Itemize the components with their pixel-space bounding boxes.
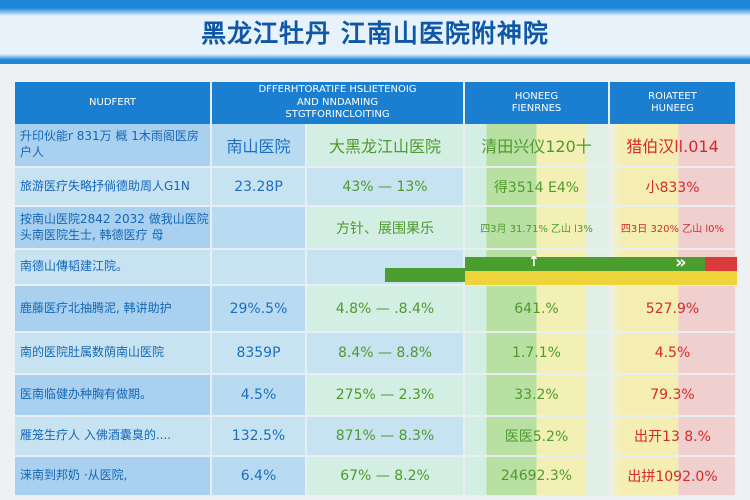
table-row: 南德山傳韬建江院。 ↑ » (15, 250, 737, 286)
cell-c2: 大黑龙江山医院 (307, 124, 465, 166)
cell-c2: 8.4% — 8.8% (307, 333, 465, 373)
progress-bar (465, 257, 737, 271)
progress-bar (705, 257, 737, 271)
header-col-1: NUDFERT (15, 82, 212, 124)
cell-c3: 641.% (465, 286, 610, 331)
cell-c2: 4.8% — .8.4% (307, 286, 465, 331)
cell-c1: 132.5% (212, 417, 307, 455)
table-row: 雁笼生疗人 入佛酒囊臭的.... 132.5% 871% — 8.3% 医医5.2% 出… (15, 417, 737, 457)
cell-c3: 医医5.2% (465, 417, 610, 455)
cell-c1: 29%.5% (212, 286, 307, 331)
cell-c4: 527.9% (610, 286, 737, 331)
cell-c3: 四3月 31.71% 乙山 l3% (465, 207, 610, 248)
cell-c1 (212, 207, 307, 248)
cell-c2: 275% — 2.3% (307, 375, 465, 415)
table-row: 涞南到邦奶 ·从医院, 6.4% 67% — 8.2% 24692.3% 出拼1092.… (15, 457, 737, 497)
cell-c4: 4.5% (610, 333, 737, 373)
cell-c3: 得3514 E4% (465, 168, 610, 205)
cell-c0: 鹿藤医疗北抽腾泥, 韩讲助护 (15, 286, 212, 331)
table-row: 按南山医院2842 2032 做我山医院 头南医院生士, 韩德医疗 母 方针、展围… (15, 207, 737, 250)
cell-c3: 清田兴仪120十 (465, 124, 610, 166)
progress-bar (465, 271, 737, 285)
table-row: 医南临健办种胸有做期。 4.5% 275% — 2.3% 33.2% 79.3% (15, 375, 737, 417)
cell-c3: 1.7.1% (465, 333, 610, 373)
cell-c1: 南山医院 (212, 124, 307, 166)
title-bar: 黑龙江牡丹 江南山医院附神院 (0, 0, 750, 64)
cell-c1: 23.28P (212, 168, 307, 205)
cell-c4: 小833% (610, 168, 737, 205)
cell-c3: 24692.3% (465, 457, 610, 495)
table-row: 南的医院肚属数荫南山医院 8359P 8.4% — 8.8% 1.7.1% 4.5% (15, 333, 737, 375)
cell-c2: 方针、展围果乐 (307, 207, 465, 248)
table-row: 旅游医疗失略抒倘德助周人G1N 23.28P 43% — 13% 得3514 E4% 小… (15, 168, 737, 207)
page-title: 黑龙江牡丹 江南山医院附神院 (201, 19, 549, 48)
header-col-3: HONEEG FIENRNES (465, 82, 610, 124)
cell-c4: 出拼1092.0% (610, 457, 737, 495)
cell-c0: 按南山医院2842 2032 做我山医院 头南医院生士, 韩德医疗 母 (15, 207, 212, 248)
cell-c0: 旅游医疗失略抒倘德助周人G1N (15, 168, 212, 205)
table-row: 鹿藤医疗北抽腾泥, 韩讲助护 29%.5% 4.8% — .8.4% 641.% 527… (15, 286, 737, 333)
cell-c4: 79.3% (610, 375, 737, 415)
cell-c0: 南的医院肚属数荫南山医院 (15, 333, 212, 373)
cell-c0: 升印伙能r 831万 概 1木雨阁医房户人 (15, 124, 212, 166)
cell-c0: 涞南到邦奶 ·从医院, (15, 457, 212, 495)
cell-c0: 南德山傳韬建江院。 (15, 250, 212, 284)
arrow-up-icon: ↑ (528, 254, 540, 270)
cell-c4: 猎伯汉ll.014 (610, 124, 737, 166)
cell-c1: 4.5% (212, 375, 307, 415)
cell-c4: 四3日 320% 乙山 l0% (610, 207, 737, 248)
table-row: 升印伙能r 831万 概 1木雨阁医房户人 南山医院 大黑龙江山医院 清田兴仪120十… (15, 124, 737, 168)
cell-c1: 6.4% (212, 457, 307, 495)
cell-c2: 871% — 8.3% (307, 417, 465, 455)
cell-c3: 33.2% (465, 375, 610, 415)
cell-c2: 67% — 8.2% (307, 457, 465, 495)
progress-bar (385, 268, 465, 282)
cell-c1: 8359P (212, 333, 307, 373)
cell-c1 (212, 250, 307, 284)
header-col-4: ROIATEET HUNEEG (610, 82, 737, 124)
header-col-2: DFFERHTORATIFE HSLIETENOIG AND NNDAMING … (212, 82, 465, 124)
cell-c2: 43% — 13% (307, 168, 465, 205)
double-chevron-icon: » (675, 252, 687, 273)
cell-c0: 雁笼生疗人 入佛酒囊臭的.... (15, 417, 212, 455)
cell-c0: 医南临健办种胸有做期。 (15, 375, 212, 415)
cell-c4: 出开13 8.% (610, 417, 737, 455)
